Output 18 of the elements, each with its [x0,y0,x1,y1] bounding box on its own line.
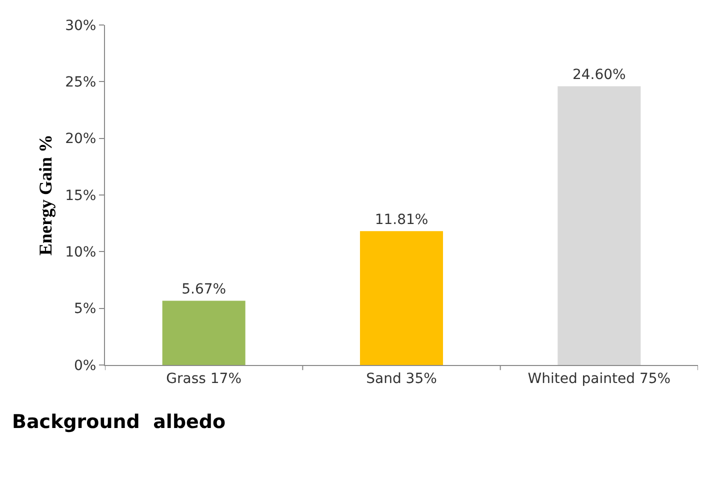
y-tick-label: 10% [65,244,96,261]
y-tick-label: 25% [65,74,96,91]
bar [558,86,641,365]
y-tick-label: 20% [65,131,96,148]
y-tick-label: 5% [74,301,96,318]
y-axis-title: Energy Gain % [35,134,56,256]
y-tick-label: 0% [74,358,96,374]
y-tick-label: 15% [65,188,96,204]
bar [162,300,246,365]
x-tick-label: Whited painted 75% [528,370,671,387]
y-tick-label: 30% [65,18,96,34]
data-label: 11.81% [374,212,428,228]
data-label: 24.60% [572,67,626,84]
x-tick-label: Grass 17% [166,370,242,387]
x-axis-title: Background albedo [12,411,226,433]
x-tick-label: Sand 35% [366,370,437,387]
bar [360,231,444,365]
data-label: 5.67% [182,282,226,298]
